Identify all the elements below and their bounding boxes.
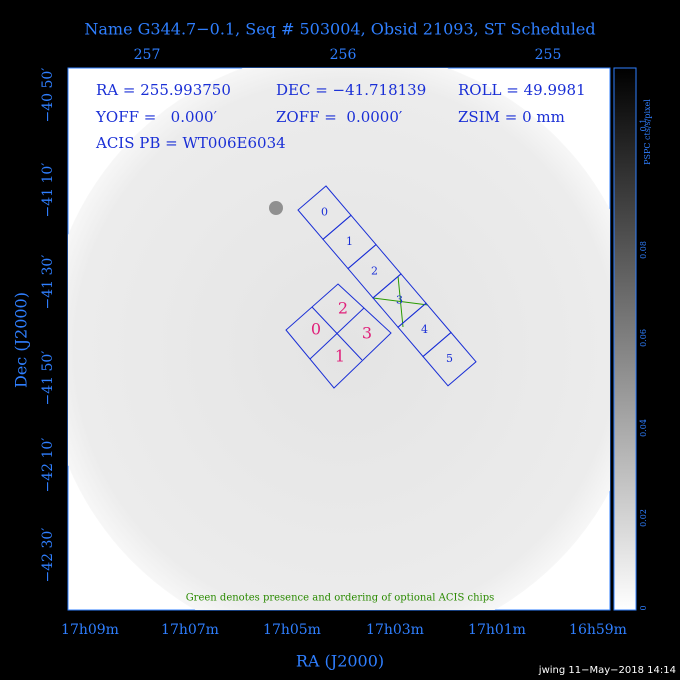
note: Green denotes presence and ordering of o…: [186, 593, 495, 604]
info-zoff: ZOFF = 0.0000′: [276, 108, 403, 126]
colorbar-tick-label: 0.04: [639, 419, 648, 437]
acis-i-chip-label: 2: [338, 299, 348, 318]
colorbar-tick-label: 0.06: [639, 329, 648, 347]
left-tick-label: −41 50′: [40, 351, 56, 406]
acis-s-chip-label: 1: [346, 235, 353, 248]
acis-s-chip-label: 0: [321, 206, 328, 219]
y-axis-title: Dec (J2000): [12, 292, 31, 388]
left-tick-label: −41 30′: [40, 255, 56, 310]
acis-i-chip-label: 0: [311, 320, 321, 339]
bottom-tick-label: 17h03m: [366, 622, 424, 638]
bottom-tick-label: 17h05m: [263, 622, 321, 638]
bottom-tick-label: 17h09m: [61, 622, 119, 638]
sky-field: [68, 68, 610, 610]
bright-source: [269, 201, 283, 215]
info-yoff: YOFF = 0.000′: [95, 108, 218, 126]
acis-i-chip-label: 3: [362, 324, 372, 343]
colorbar-label: PSPC cts/s/pixel: [643, 99, 652, 165]
acis-s-chip-label: 3: [396, 294, 403, 307]
colorbar: [613, 67, 637, 611]
acis-s-chip-label: 2: [371, 264, 378, 277]
bottom-tick-label: 17h01m: [468, 622, 526, 638]
left-tick-label: −42 10′: [40, 438, 56, 493]
bottom-tick-label: 16h59m: [569, 622, 627, 638]
top-tick-label: 257: [134, 47, 161, 63]
colorbar-tick-label: 0: [639, 605, 648, 610]
x-axis-title: RA (J2000): [296, 652, 384, 671]
info-zsim: ZSIM = 0 mm: [458, 108, 565, 126]
colorbar-tick-label: 0.08: [639, 241, 648, 259]
acis-i-array: [285, 283, 392, 389]
info-dec: DEC = −41.718139: [276, 81, 426, 99]
acis-s-chip-label: 4: [421, 323, 428, 336]
left-tick-label: −40 50′: [40, 68, 56, 123]
info-ra: RA = 255.993750: [96, 81, 231, 99]
info-roll: ROLL = 49.9981: [458, 81, 586, 99]
top-tick-label: 255: [535, 47, 562, 63]
footer: jwing 11−May−2018 14:14: [538, 665, 676, 676]
left-tick-label: −41 10′: [40, 163, 56, 218]
acis-i-chip-label: 1: [335, 347, 345, 366]
colorbar-tick-label: 0.1: [639, 119, 648, 132]
acis-s-chip: [422, 331, 477, 387]
title: Name G344.7−0.1, Seq # 503004, Obsid 210…: [84, 20, 595, 39]
left-tick-label: −42 30′: [40, 528, 56, 583]
optional-chip-marker: [397, 275, 404, 328]
bottom-tick-label: 17h07m: [161, 622, 219, 638]
colorbar-tick-label: 0.02: [639, 509, 648, 527]
info-pb: ACIS PB = WT006E6034: [95, 134, 286, 152]
top-tick-label: 256: [330, 47, 357, 63]
acis-s-chip-label: 5: [446, 352, 453, 365]
acis-i-divider: [309, 307, 365, 360]
